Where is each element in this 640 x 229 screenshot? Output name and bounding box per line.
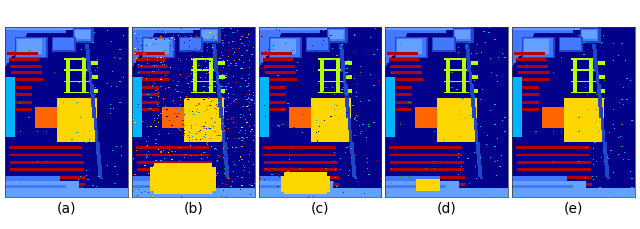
X-axis label: (b): (b) [184,201,203,215]
X-axis label: (c): (c) [311,201,329,215]
X-axis label: (d): (d) [437,201,456,215]
X-axis label: (a): (a) [57,201,76,215]
X-axis label: (e): (e) [564,201,583,215]
